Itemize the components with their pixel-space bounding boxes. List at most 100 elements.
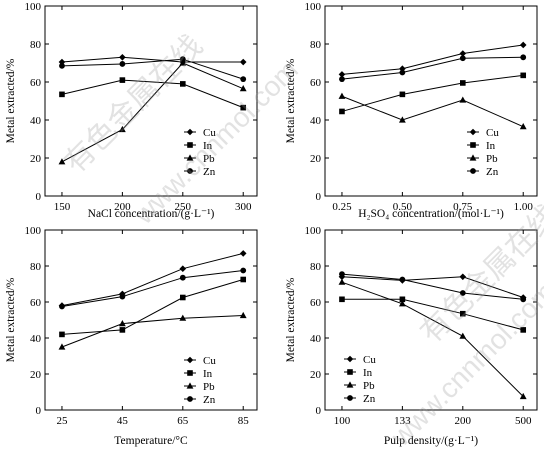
- legend-marker-in: [187, 142, 193, 148]
- legend-marker-in: [347, 369, 353, 375]
- y-tick-label: 80: [310, 39, 322, 51]
- series-line-pb: [341, 281, 524, 397]
- series-line-pb: [341, 95, 524, 128]
- y-axis-title: Metal extracted/%: [285, 277, 297, 362]
- y-tick-label: 0: [36, 191, 42, 203]
- legend-marker-cu: [346, 355, 354, 363]
- data-point-in: [180, 81, 186, 87]
- data-point-zn: [459, 290, 466, 296]
- y-axis-title: Metal extracted/%: [5, 58, 17, 143]
- x-tick-label: 133: [394, 415, 411, 427]
- x-tick-label: 0.25: [332, 201, 352, 213]
- series-zn: [59, 267, 247, 310]
- legend-marker-pb: [346, 381, 354, 388]
- legend-marker-zn: [470, 168, 476, 174]
- data-point-pb: [519, 392, 527, 400]
- series-in: [59, 77, 247, 111]
- series-zn: [339, 271, 527, 303]
- x-axis-title: H₂SO₄ concentration/(mol·L⁻¹): [358, 208, 504, 220]
- y-tick-label: 40: [310, 333, 322, 345]
- y-tick-label: 60: [310, 297, 322, 309]
- y-tick-label: 80: [30, 261, 42, 273]
- data-point-cu: [519, 41, 527, 49]
- y-tick-label: 40: [310, 115, 322, 127]
- plot-frame: [44, 229, 258, 411]
- series-pb: [338, 278, 527, 400]
- data-point-cu: [239, 250, 247, 257]
- data-point-in: [119, 327, 126, 333]
- series-line-cu: [61, 56, 244, 63]
- legend-marker-zn: [347, 395, 353, 401]
- series-pb: [58, 59, 247, 165]
- legend-label: In: [203, 140, 213, 152]
- y-axis-title: Metal extracted/%: [285, 58, 297, 143]
- series-line-in: [341, 74, 524, 112]
- series-line-zn: [61, 270, 244, 307]
- x-axis-title: Pulp density/(g·L⁻¹): [384, 435, 478, 447]
- series-line-cu: [61, 252, 244, 307]
- x-axis-title: NaCl concentration/(g·L⁻¹): [88, 208, 215, 220]
- y-tick-label: 80: [30, 39, 42, 51]
- y-tick-label: 40: [30, 333, 42, 345]
- series-in: [339, 296, 527, 333]
- legend-marker-in: [470, 142, 476, 148]
- legend-label: Zn: [363, 393, 376, 405]
- legend-label: In: [203, 368, 213, 380]
- data-point-in: [240, 276, 247, 283]
- series-in: [339, 72, 527, 115]
- y-tick-label: 60: [310, 77, 322, 89]
- legend-marker-pb: [186, 382, 194, 389]
- legend-marker-cu: [186, 128, 194, 136]
- data-point-pb: [58, 343, 66, 350]
- y-tick-label: 0: [316, 405, 322, 417]
- legend-label: Pb: [486, 153, 498, 165]
- data-point-in: [520, 327, 527, 333]
- legend-marker-pb: [469, 154, 477, 161]
- y-tick-label: 60: [30, 297, 42, 309]
- legend-label: Cu: [203, 355, 216, 367]
- x-tick-label: 100: [334, 415, 351, 427]
- data-point-pb: [239, 85, 247, 92]
- data-point-pb: [519, 123, 527, 130]
- data-point-zn: [459, 55, 466, 62]
- data-point-cu: [338, 71, 346, 78]
- data-point-zn: [240, 76, 247, 83]
- series-pb: [338, 92, 527, 130]
- data-point-zn: [119, 293, 126, 300]
- data-point-cu: [459, 273, 467, 281]
- legend-label: Zn: [486, 166, 499, 178]
- series-line-in: [341, 298, 524, 331]
- legend-label: Zn: [203, 394, 216, 406]
- y-tick-label: 100: [25, 225, 42, 237]
- data-point-zn: [520, 296, 527, 303]
- data-point-cu: [119, 54, 126, 61]
- y-tick-label: 100: [305, 1, 322, 13]
- series-line-zn: [341, 56, 524, 80]
- data-point-cu: [179, 265, 187, 272]
- data-point-cu: [459, 50, 467, 57]
- y-tick-label: 100: [25, 1, 42, 13]
- x-tick-label: 250: [175, 201, 192, 213]
- data-point-zn: [119, 61, 126, 67]
- x-tick-label: 85: [238, 415, 250, 427]
- x-tick-label: 0.50: [393, 201, 413, 213]
- series-line-zn: [61, 58, 244, 80]
- data-point-in: [460, 310, 466, 317]
- data-point-in: [119, 77, 126, 83]
- data-point-pb: [118, 320, 126, 327]
- x-tick-label: 0.75: [453, 201, 473, 213]
- data-point-in: [180, 294, 186, 301]
- legend-label: Zn: [203, 166, 216, 178]
- data-point-zn: [179, 274, 186, 281]
- data-point-zn: [399, 69, 406, 76]
- data-point-pb: [118, 125, 126, 133]
- data-point-pb: [398, 116, 406, 123]
- legend-label: Pb: [203, 381, 215, 393]
- y-tick-label: 20: [310, 153, 322, 165]
- data-point-in: [460, 80, 466, 86]
- legend-marker-zn: [187, 168, 193, 174]
- x-tick-label: 1.00: [514, 201, 534, 213]
